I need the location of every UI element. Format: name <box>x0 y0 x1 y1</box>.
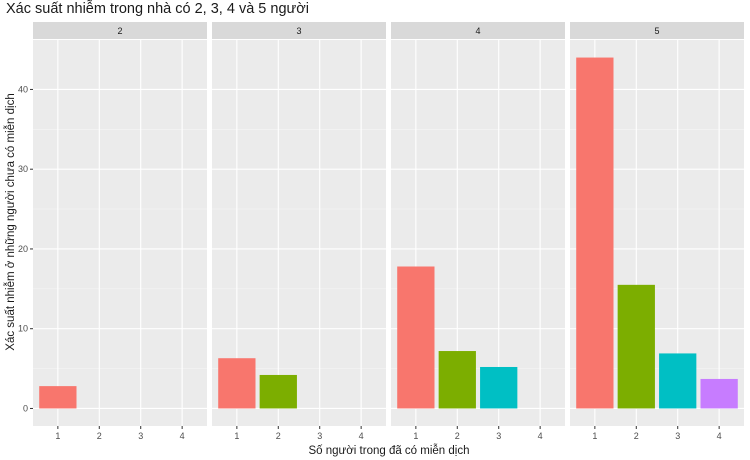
x-tick-label: 1 <box>592 431 597 441</box>
chart-title: Xác suất nhiễm trong nhà có 2, 3, 4 và 5… <box>6 1 309 17</box>
facet-strip <box>570 22 744 39</box>
facet-strip <box>33 22 207 39</box>
y-tick-label: 30 <box>18 164 28 174</box>
x-tick-label: 1 <box>234 431 239 441</box>
x-tick-label: 2 <box>455 431 460 441</box>
y-axis-title: Xác suất nhiễm ở những người chưa có miễ… <box>4 93 17 350</box>
facet-strip <box>212 22 386 39</box>
x-tick-label: 3 <box>496 431 501 441</box>
x-tick-label: 3 <box>317 431 322 441</box>
facet-panel <box>33 40 207 426</box>
x-tick-label: 2 <box>276 431 281 441</box>
y-tick-label: 40 <box>18 84 28 94</box>
bar <box>438 351 476 409</box>
bar <box>397 266 435 409</box>
bar <box>259 374 297 409</box>
y-tick-label: 20 <box>18 244 28 254</box>
y-tick-label: 10 <box>18 324 28 334</box>
facet-strip <box>391 22 565 39</box>
bar <box>480 366 518 409</box>
facet-strip-label: 4 <box>475 26 480 36</box>
x-tick-label: 1 <box>55 431 60 441</box>
x-tick-label: 4 <box>180 431 185 441</box>
bar <box>576 57 614 409</box>
bar <box>617 284 655 409</box>
x-tick-label: 4 <box>359 431 364 441</box>
bar <box>659 353 697 409</box>
x-tick-label: 3 <box>138 431 143 441</box>
x-tick-label: 3 <box>675 431 680 441</box>
facet-strip-label: 5 <box>654 26 659 36</box>
x-axis-title: Số người trong đã có miễn dịch <box>309 444 470 457</box>
facet-strip-label: 2 <box>117 26 122 36</box>
bar <box>39 386 77 409</box>
x-tick-label: 2 <box>634 431 639 441</box>
bar <box>700 378 738 409</box>
x-tick-label: 2 <box>97 431 102 441</box>
x-tick-label: 4 <box>717 431 722 441</box>
bar <box>218 358 256 409</box>
x-tick-label: 1 <box>413 431 418 441</box>
x-tick-label: 4 <box>538 431 543 441</box>
facet-strip-label: 3 <box>296 26 301 36</box>
y-tick-label: 0 <box>23 403 28 413</box>
